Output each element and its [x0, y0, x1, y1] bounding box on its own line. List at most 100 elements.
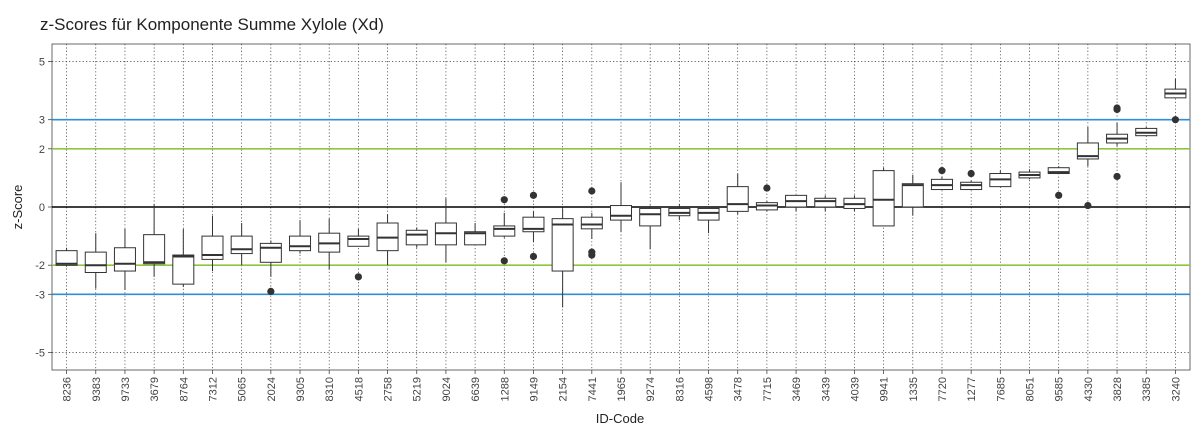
outlier-point — [529, 191, 538, 199]
box — [814, 195, 837, 212]
y-tick-label: -2 — [35, 260, 45, 272]
box — [493, 196, 516, 265]
outlier-point — [588, 251, 596, 259]
outlier-point — [529, 252, 538, 261]
box — [1135, 126, 1158, 137]
box — [55, 247, 78, 267]
x-tick-label: 9733 — [120, 377, 132, 401]
x-tick-label: 4518 — [353, 377, 365, 401]
outlier-point — [1113, 104, 1121, 112]
x-tick-label: 9941 — [879, 377, 891, 401]
outlier-point — [938, 167, 946, 175]
box-iqr — [872, 170, 895, 227]
box-iqr — [405, 229, 428, 246]
box — [113, 228, 136, 290]
box — [143, 204, 166, 277]
box — [843, 195, 866, 212]
x-tick-label: 9585 — [1054, 377, 1066, 401]
x-tick-label: 9305 — [295, 377, 307, 401]
x-tick-label: 3240 — [1170, 377, 1182, 401]
x-tick-label: 4330 — [1083, 377, 1095, 401]
x-tick-label: 7720 — [937, 377, 949, 401]
x-tick-label: 8236 — [62, 377, 74, 401]
x-tick-label: 4039 — [849, 377, 861, 401]
outlier-point — [967, 169, 975, 178]
box — [1047, 166, 1070, 199]
x-tick-label: 3679 — [149, 377, 161, 401]
box — [697, 207, 720, 234]
box-iqr — [113, 247, 136, 272]
outlier-point — [267, 287, 275, 296]
x-tick-label: 3439 — [820, 377, 832, 401]
y-tick-label: 5 — [39, 56, 45, 68]
box-iqr — [259, 242, 282, 263]
x-tick-label: 8764 — [178, 377, 190, 401]
box — [609, 182, 633, 232]
box-iqr — [84, 251, 107, 273]
box-iqr — [814, 197, 837, 208]
box — [201, 215, 224, 272]
box — [989, 170, 1012, 188]
box — [580, 187, 603, 259]
x-tick-label: 1277 — [966, 377, 978, 401]
box-iqr — [201, 235, 224, 260]
outlier-point — [500, 257, 508, 265]
x-tick-label: 3469 — [791, 377, 803, 401]
outlier-point — [1084, 201, 1092, 210]
box-iqr — [1047, 167, 1070, 175]
box — [901, 174, 924, 216]
box-iqr — [230, 235, 253, 255]
box — [872, 167, 895, 227]
x-tick-label: 7715 — [762, 377, 774, 401]
x-tick-label: 3478 — [733, 377, 745, 401]
x-axis-label: ID-Code — [596, 411, 644, 426]
box — [755, 184, 778, 212]
x-tick-label: 9383 — [91, 377, 103, 401]
outlier-point — [1055, 191, 1063, 199]
box — [289, 220, 312, 254]
x-tick-label: 7441 — [587, 377, 599, 401]
box — [230, 223, 253, 266]
outlier-point — [500, 196, 508, 204]
box-iqr — [143, 234, 166, 265]
outlier-point — [354, 273, 362, 281]
box-iqr — [1076, 142, 1099, 160]
box — [434, 198, 457, 263]
x-tick-label: 7312 — [207, 377, 219, 401]
box-iqr — [551, 218, 574, 272]
x-tick-label: 8316 — [674, 377, 686, 401]
box — [785, 194, 808, 212]
outlier-point — [1171, 116, 1180, 124]
box-iqr — [55, 250, 78, 266]
box-iqr — [493, 225, 516, 237]
box — [376, 214, 399, 266]
x-tick-label: 1965 — [616, 377, 628, 401]
x-tick-label: 1335 — [908, 377, 920, 401]
x-tick-label: 6639 — [470, 377, 482, 401]
box — [522, 191, 545, 261]
box — [668, 204, 691, 221]
box-iqr — [347, 235, 370, 247]
y-axis-label: z-Score — [10, 185, 25, 230]
box-iqr — [289, 235, 312, 252]
box-iqr — [464, 231, 487, 246]
box — [259, 240, 282, 296]
box-iqr — [580, 216, 603, 230]
y-tick-label: 2 — [39, 144, 45, 156]
box — [726, 173, 749, 215]
box — [1106, 104, 1129, 181]
box-iqr — [609, 205, 633, 221]
y-tick-label: -3 — [35, 289, 45, 301]
box-iqr — [697, 207, 720, 221]
box — [318, 218, 341, 270]
box — [405, 227, 428, 248]
x-tick-label: 8051 — [1025, 377, 1037, 401]
x-tick-label: 9149 — [528, 377, 540, 401]
x-tick-label: 8310 — [324, 377, 336, 401]
x-tick-label: 3828 — [1112, 377, 1124, 401]
box — [960, 169, 983, 191]
x-tick-label: 2154 — [558, 377, 570, 401]
box-iqr — [726, 186, 749, 212]
x-tick-label: 7685 — [995, 377, 1007, 401]
